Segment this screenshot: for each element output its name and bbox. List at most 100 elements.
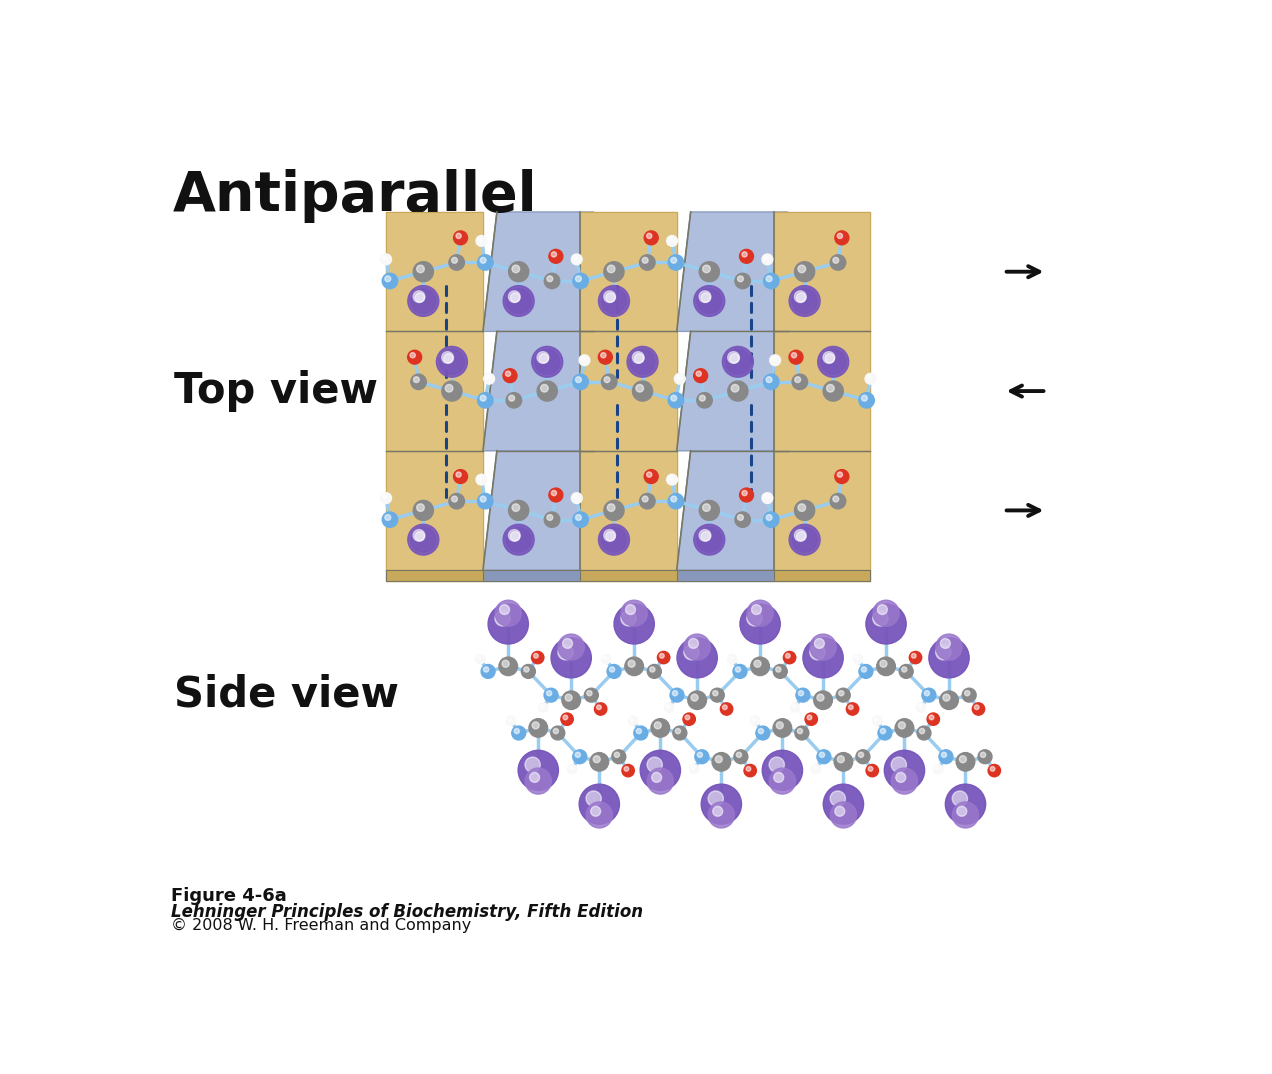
Circle shape bbox=[738, 276, 743, 281]
Circle shape bbox=[795, 377, 800, 382]
Circle shape bbox=[477, 656, 481, 659]
Circle shape bbox=[539, 353, 548, 363]
Circle shape bbox=[628, 661, 635, 667]
Circle shape bbox=[693, 286, 725, 317]
Circle shape bbox=[509, 262, 529, 281]
Circle shape bbox=[776, 722, 784, 729]
Circle shape bbox=[667, 705, 669, 708]
Circle shape bbox=[607, 265, 614, 273]
Circle shape bbox=[413, 500, 434, 521]
Text: Figure 4-6a: Figure 4-6a bbox=[170, 887, 286, 905]
Circle shape bbox=[684, 644, 700, 659]
Circle shape bbox=[650, 667, 655, 672]
Circle shape bbox=[532, 347, 562, 377]
Circle shape bbox=[827, 384, 834, 392]
Circle shape bbox=[878, 605, 888, 614]
Circle shape bbox=[735, 273, 750, 289]
Circle shape bbox=[547, 691, 552, 696]
Text: © 2008 W. H. Freeman and Company: © 2008 W. H. Freeman and Company bbox=[170, 918, 471, 933]
Circle shape bbox=[590, 753, 608, 771]
Circle shape bbox=[602, 654, 611, 664]
Circle shape bbox=[567, 765, 576, 773]
Circle shape bbox=[940, 639, 950, 649]
Circle shape bbox=[500, 605, 510, 614]
Circle shape bbox=[513, 504, 520, 511]
Circle shape bbox=[477, 493, 494, 509]
Circle shape bbox=[861, 667, 866, 672]
Circle shape bbox=[929, 715, 934, 720]
Circle shape bbox=[626, 605, 636, 614]
Circle shape bbox=[763, 273, 778, 289]
Circle shape bbox=[834, 469, 848, 483]
Text: Lehninger Principles of Biochemistry, Fifth Edition: Lehninger Principles of Biochemistry, Fi… bbox=[170, 903, 642, 920]
Circle shape bbox=[974, 705, 979, 710]
Circle shape bbox=[598, 286, 630, 317]
Circle shape bbox=[455, 471, 462, 477]
Circle shape bbox=[529, 719, 547, 737]
Circle shape bbox=[508, 717, 511, 721]
Circle shape bbox=[770, 757, 785, 772]
Circle shape bbox=[561, 713, 574, 725]
Circle shape bbox=[936, 644, 951, 659]
Circle shape bbox=[673, 691, 678, 696]
Circle shape bbox=[805, 713, 818, 725]
Circle shape bbox=[385, 514, 391, 521]
Circle shape bbox=[770, 354, 781, 365]
Circle shape bbox=[571, 493, 583, 504]
Circle shape bbox=[480, 258, 486, 263]
Circle shape bbox=[495, 600, 522, 626]
Circle shape bbox=[558, 644, 574, 659]
Circle shape bbox=[796, 532, 806, 541]
Circle shape bbox=[410, 352, 416, 358]
Polygon shape bbox=[387, 570, 483, 581]
Circle shape bbox=[722, 705, 728, 710]
Circle shape bbox=[621, 611, 636, 626]
Circle shape bbox=[600, 352, 605, 358]
Circle shape bbox=[837, 233, 842, 238]
Circle shape bbox=[572, 750, 586, 764]
Circle shape bbox=[574, 494, 577, 498]
Circle shape bbox=[677, 638, 717, 678]
Circle shape bbox=[859, 752, 864, 757]
Circle shape bbox=[799, 691, 804, 696]
Circle shape bbox=[728, 381, 748, 401]
Circle shape bbox=[922, 688, 936, 702]
Circle shape bbox=[558, 634, 584, 661]
Circle shape bbox=[770, 768, 795, 794]
Circle shape bbox=[700, 500, 720, 521]
Circle shape bbox=[670, 258, 677, 263]
Circle shape bbox=[820, 349, 846, 374]
Circle shape bbox=[625, 657, 644, 676]
Circle shape bbox=[941, 752, 946, 757]
Circle shape bbox=[909, 652, 922, 664]
Circle shape bbox=[943, 694, 950, 701]
Circle shape bbox=[754, 661, 761, 667]
Circle shape bbox=[449, 255, 464, 271]
Circle shape bbox=[441, 351, 453, 363]
Circle shape bbox=[551, 251, 557, 257]
Circle shape bbox=[382, 273, 398, 289]
Circle shape bbox=[712, 753, 730, 771]
Circle shape bbox=[691, 766, 695, 769]
Circle shape bbox=[818, 347, 848, 377]
Circle shape bbox=[817, 694, 824, 701]
Circle shape bbox=[874, 717, 878, 721]
Circle shape bbox=[550, 488, 562, 502]
Circle shape bbox=[758, 728, 763, 734]
Circle shape bbox=[978, 750, 992, 764]
Circle shape bbox=[675, 728, 681, 734]
Circle shape bbox=[483, 667, 488, 672]
Polygon shape bbox=[483, 332, 594, 451]
Circle shape bbox=[752, 717, 756, 721]
Circle shape bbox=[602, 289, 626, 314]
Circle shape bbox=[630, 717, 633, 721]
Circle shape bbox=[506, 289, 530, 314]
Circle shape bbox=[640, 751, 681, 790]
Circle shape bbox=[544, 512, 560, 527]
Circle shape bbox=[738, 514, 743, 521]
Circle shape bbox=[795, 500, 814, 521]
Circle shape bbox=[817, 750, 831, 764]
Circle shape bbox=[902, 667, 907, 672]
Circle shape bbox=[488, 604, 528, 644]
Circle shape bbox=[636, 728, 641, 734]
